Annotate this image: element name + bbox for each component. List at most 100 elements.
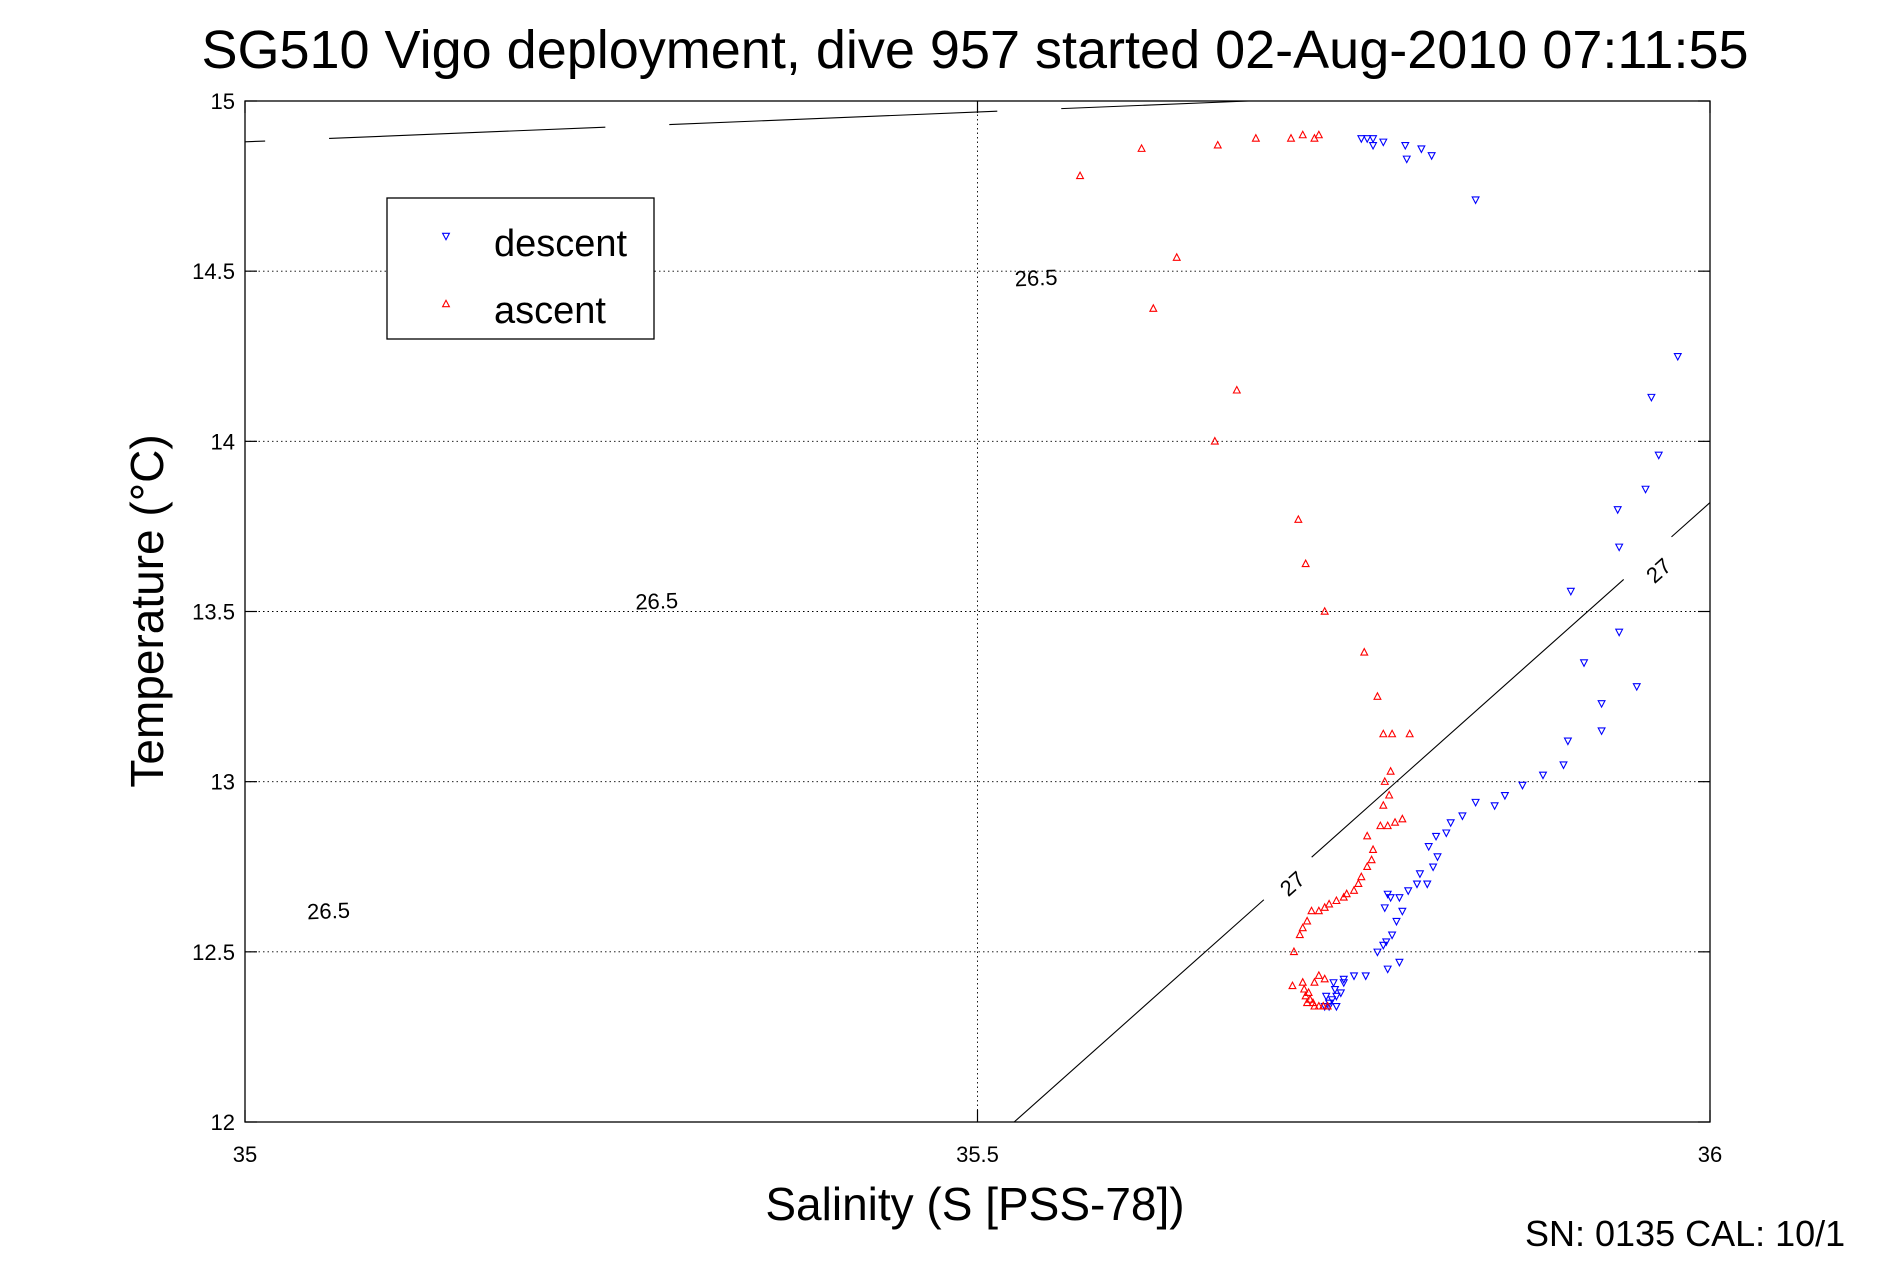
descent-point [1386,894,1395,903]
descent-point [1647,393,1656,403]
ascent-point [1298,130,1308,139]
contour-line-27 [1671,502,1711,538]
ascent-point [1380,776,1390,785]
descent-point [1332,1003,1341,1012]
ascent-point [1304,987,1313,996]
descent-point [1417,145,1426,154]
descent-point [1330,985,1340,995]
descent-point [1613,506,1623,515]
descent-point [1349,972,1359,981]
contour-line-26.5 [1061,100,1249,110]
contour-label-26.5: 26.5 [1014,265,1058,292]
ascent-point [1378,800,1388,809]
descent-point [1559,761,1568,770]
descent-point [1427,152,1436,161]
ascent-point [1320,606,1330,615]
descent-point [1424,843,1434,852]
descent-point [1471,196,1480,205]
descent-point [1329,979,1338,988]
descent-point [1320,1003,1330,1012]
contour-line-26.5 [669,110,998,126]
descent-point [1362,135,1372,144]
descent-point [1321,992,1331,1001]
ascent-point [1320,902,1330,911]
legend-marker-descent [441,232,451,241]
descent-point [1433,853,1442,862]
descent-point [1378,138,1388,147]
ascent-point [1172,252,1182,261]
ascent-point [1320,974,1330,983]
ascent-point [1295,929,1305,939]
chart-title: SG510 Vigo deployment, dive 957 started … [201,20,1748,80]
descent-point [1518,781,1527,790]
ascent-point [1405,729,1414,738]
y-tick-label: 13.5 [192,600,235,625]
descent-point [1395,894,1404,903]
descent-point [1378,941,1388,950]
ascent-point [1148,303,1158,312]
ascent-point [1368,844,1378,854]
ascent-point [1332,895,1341,905]
legend: descent ascent [386,197,655,340]
ascent-point [1314,906,1324,915]
ascent-point [1357,872,1366,881]
contour-line-26.5 [244,140,266,143]
legend-label-descent: descent [494,223,628,265]
legend-marker-ascent [441,299,451,308]
ascent-point [1299,984,1309,993]
descent-point [1490,802,1499,811]
descent-point [1400,141,1410,151]
ascent-point [1362,831,1372,840]
ascent-point [1075,170,1085,180]
descent-point [1614,628,1624,637]
descent-point [1387,931,1397,940]
legend-label-ascent: ascent [494,290,606,332]
data-points [1075,130,1683,1012]
x-tick-label: 35.5 [956,1142,999,1167]
ascent-point [1210,436,1220,445]
ascent-point [1310,1001,1319,1010]
descent-point [1383,965,1393,974]
ascent-point [1314,1001,1324,1010]
ascent-point [1323,1001,1332,1010]
x-tick-label: 36 [1698,1142,1722,1167]
legend-box [386,197,655,340]
descent-point [1597,700,1606,709]
ascent-point [1314,130,1324,139]
descent-point [1422,880,1432,889]
ascent-point [1301,558,1310,568]
footer-serial-cal: SN: 0135 CAL: 10/1 [1525,1213,1845,1254]
ascent-point [1383,820,1393,830]
ascent-point [1251,133,1261,142]
y-tick-label: 12 [211,1110,235,1135]
descent-point [1446,819,1456,828]
descent-point [1395,958,1404,967]
y-tick-label: 15 [211,89,235,114]
ascent-point [1307,906,1316,915]
descent-point [1632,683,1642,692]
descent-point [1641,485,1650,494]
descent-point [1380,904,1390,913]
descent-point [1398,907,1407,916]
ascent-point [1390,817,1400,826]
ascent-point [1318,1001,1328,1010]
y-axis-label: Temperature (°C) [121,434,173,787]
descent-point [1614,543,1624,552]
x-axis-label: Salinity (S [PSS-78]) [765,1178,1184,1230]
ascent-point [1310,977,1319,986]
descent-point [1563,737,1573,746]
ascent-point [1298,923,1308,932]
ascent-point [1354,878,1363,888]
descent-point [1654,451,1664,460]
ascent-point [1289,946,1299,956]
ascent-point [1213,140,1223,149]
axis-ticks: 35 35.5 36 12 12.5 13 13.5 14 14.5 15 [192,89,1722,1167]
contour-label-26.5: 26.5 [307,898,351,925]
ascent-point [1387,729,1397,738]
ascent-point [1362,861,1372,871]
descent-point [1357,135,1366,144]
descent-point [1403,887,1413,896]
ascent-point [1342,889,1351,898]
